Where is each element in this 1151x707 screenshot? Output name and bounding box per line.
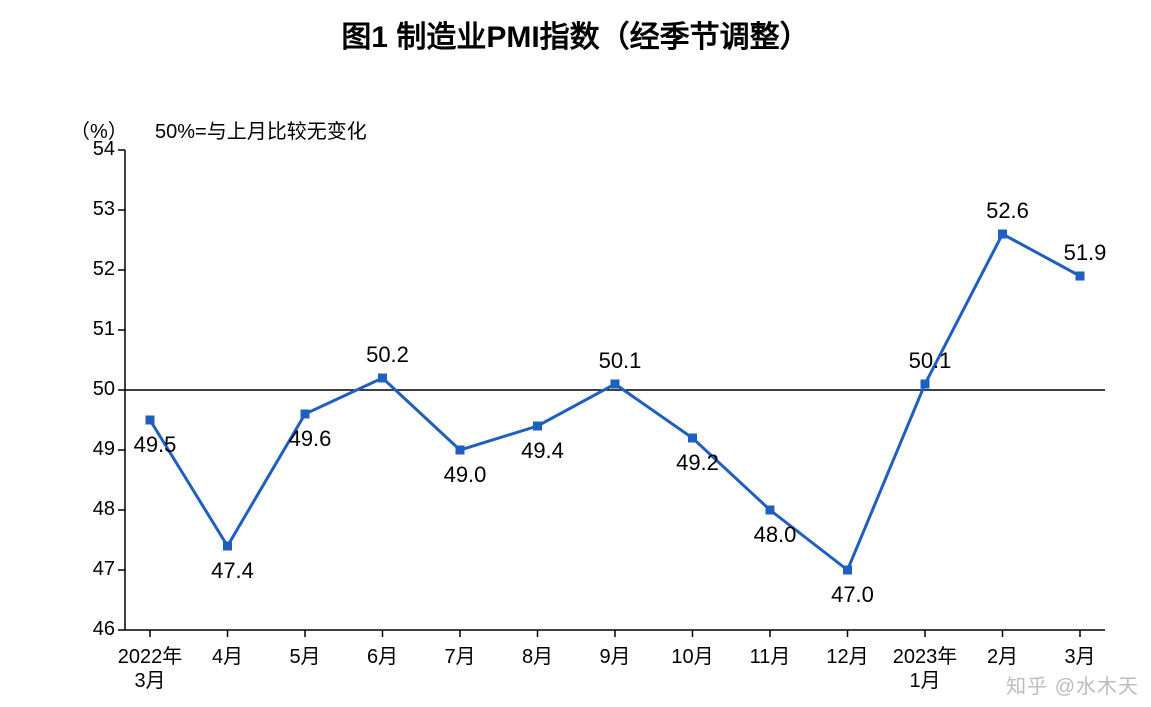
y-tick-label: 51 xyxy=(75,318,115,341)
data-label: 50.2 xyxy=(348,342,428,368)
pmi-line-chart xyxy=(0,0,1151,707)
y-tick-label: 48 xyxy=(75,498,115,521)
data-label: 49.0 xyxy=(425,462,505,488)
data-label: 50.1 xyxy=(580,348,660,374)
y-tick-label: 54 xyxy=(75,138,115,161)
data-label: 49.4 xyxy=(503,438,583,464)
y-tick-label: 53 xyxy=(75,198,115,221)
data-label: 50.1 xyxy=(890,348,970,374)
data-label: 52.6 xyxy=(968,198,1048,224)
data-label: 47.4 xyxy=(193,558,273,584)
data-label: 49.5 xyxy=(115,432,195,458)
page: 图1 制造业PMI指数（经季节调整） （%） 50%=与上月比较无变化 知乎 @… xyxy=(0,0,1151,707)
y-tick-label: 49 xyxy=(75,438,115,461)
data-label: 49.6 xyxy=(270,426,350,452)
data-label: 47.0 xyxy=(813,582,893,608)
data-label: 51.9 xyxy=(1045,240,1125,266)
y-tick-label: 52 xyxy=(75,258,115,281)
data-label: 49.2 xyxy=(658,450,738,476)
y-tick-label: 47 xyxy=(75,558,115,581)
y-tick-label: 46 xyxy=(75,618,115,641)
y-tick-label: 50 xyxy=(75,378,115,401)
watermark: 知乎 @水木天 xyxy=(1006,670,1139,699)
data-label: 48.0 xyxy=(735,522,815,548)
x-tick-label: 3月 xyxy=(1030,640,1130,669)
